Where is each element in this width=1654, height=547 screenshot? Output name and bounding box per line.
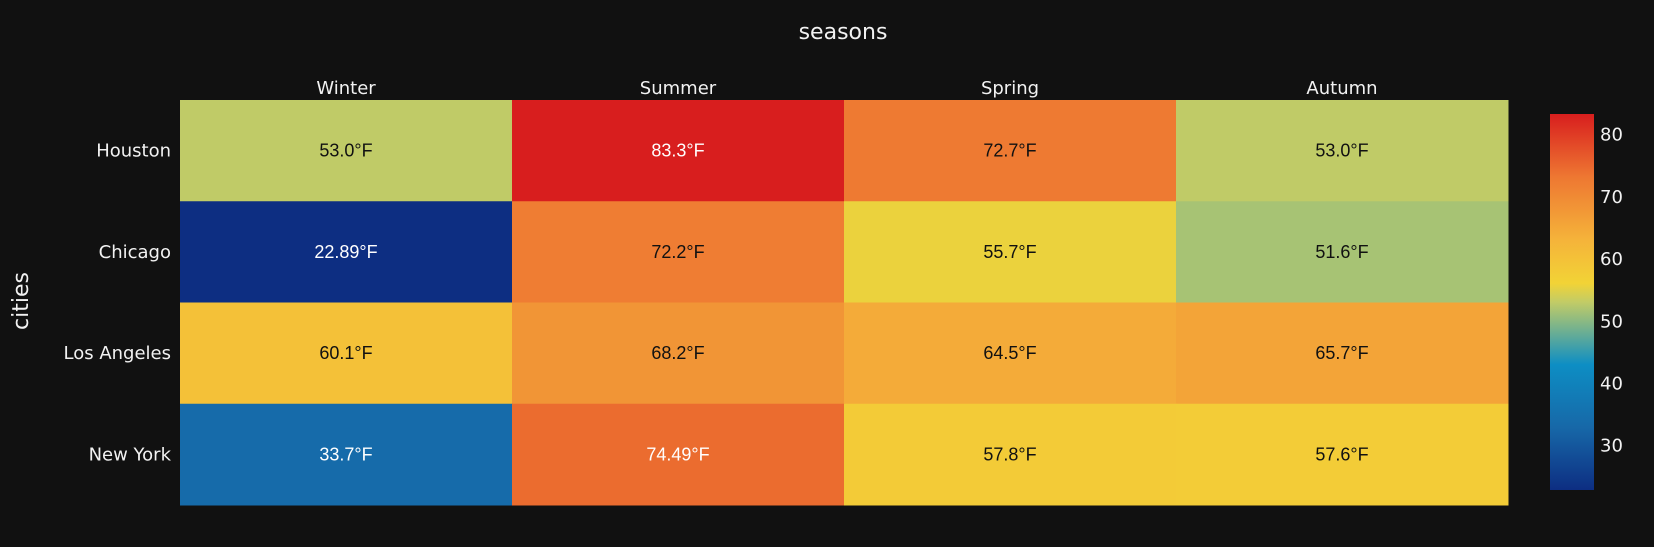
cell-value-label: 53.0°F	[319, 141, 372, 161]
heatmap-cell-chicago-summer	[512, 201, 845, 303]
heatmap-cell-chicago-winter	[180, 201, 513, 303]
cell-value-label: 53.0°F	[1315, 141, 1368, 161]
heatmap-cell-new-york-spring	[844, 403, 1177, 506]
cell-value-label: 72.7°F	[983, 141, 1036, 161]
x-tick-label: Autumn	[1306, 78, 1377, 99]
y-tick-label: Los Angeles	[64, 343, 172, 364]
colorbar-tick-label: 70	[1600, 187, 1623, 208]
heatmap-cell-houston-winter	[180, 100, 513, 202]
cell-value-label: 57.8°F	[983, 444, 1036, 464]
y-tick-label: Houston	[96, 141, 171, 162]
x-tick-label: Winter	[316, 78, 376, 99]
heatmap-cell-houston-spring	[844, 100, 1177, 202]
heatmap-cell-new-york-winter	[180, 403, 513, 506]
heatmap-cell-houston-summer	[512, 100, 845, 202]
x-axis-ticks: Winter Summer Spring Autumn	[316, 78, 1377, 99]
x-tick-label: Spring	[981, 78, 1039, 99]
colorbar-tick-label: 40	[1600, 374, 1623, 395]
heatmap-cell-chicago-spring	[844, 201, 1177, 303]
colorbar-tick-label: 80	[1600, 125, 1623, 146]
y-tick-label: New York	[89, 444, 172, 465]
colorbar-gradient	[1550, 114, 1594, 490]
heatmap-cell-los-angeles-spring	[844, 302, 1177, 405]
heatmap-cell-new-york-summer	[512, 403, 845, 506]
cell-value-label: 72.2°F	[651, 242, 704, 262]
heatmap-cells: 53.0°F 83.3°F 72.7°F 53.0°F 22.89°F 72.2°F 55.…	[180, 100, 1509, 506]
heatmap-cell-los-angeles-autumn	[1176, 302, 1509, 405]
cell-value-label: 22.89°F	[314, 242, 377, 262]
cell-value-label: 74.49°F	[646, 444, 709, 464]
cell-value-label: 68.2°F	[651, 343, 704, 363]
x-tick-label: Summer	[640, 78, 717, 99]
y-axis-ticks: Houston Chicago Los Angeles New York	[64, 141, 172, 466]
heatmap-cell-los-angeles-winter	[180, 302, 513, 405]
x-axis-title: seasons	[799, 20, 888, 45]
cell-value-label: 55.7°F	[983, 242, 1036, 262]
heatmap-cell-chicago-autumn	[1176, 201, 1509, 303]
cell-value-label: 57.6°F	[1315, 444, 1368, 464]
cell-value-label: 83.3°F	[651, 141, 704, 161]
colorbar-tick-label: 50	[1600, 311, 1623, 332]
colorbar: 30 40 50 60 70 80	[1550, 114, 1623, 490]
heatmap-cell-new-york-autumn	[1176, 403, 1509, 506]
cell-value-label: 65.7°F	[1315, 343, 1368, 363]
y-tick-label: Chicago	[99, 242, 171, 263]
cell-value-label: 51.6°F	[1315, 242, 1368, 262]
y-axis-title: cities	[9, 272, 34, 330]
heatmap-cell-houston-autumn	[1176, 100, 1509, 202]
cell-value-label: 60.1°F	[319, 343, 372, 363]
heatmap-cell-los-angeles-summer	[512, 302, 845, 405]
colorbar-tick-label: 30	[1600, 436, 1623, 457]
cell-value-label: 64.5°F	[983, 343, 1036, 363]
colorbar-tick-label: 60	[1600, 249, 1623, 270]
cell-value-label: 33.7°F	[319, 444, 372, 464]
